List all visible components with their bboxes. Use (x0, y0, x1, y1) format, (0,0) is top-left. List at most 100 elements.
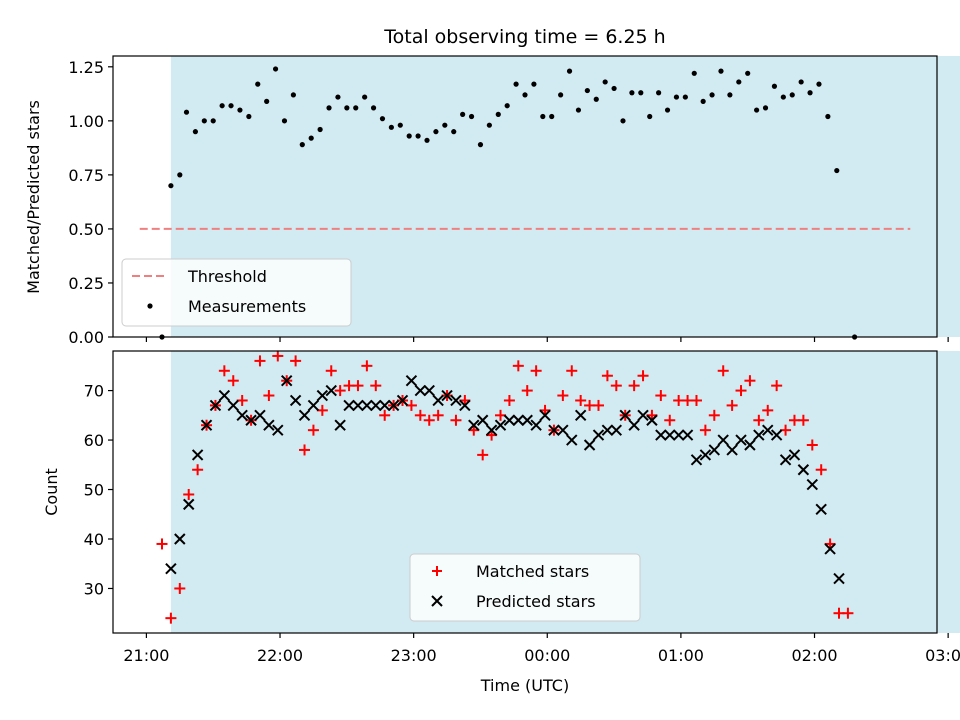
matched-star-point (227, 375, 239, 387)
x-axis-label: Time (UTC) (480, 676, 569, 695)
y-tick-label: 0.75 (68, 166, 104, 185)
measurement-point (308, 135, 314, 141)
predicted-star-point (450, 394, 462, 407)
measurement-point (317, 126, 323, 133)
y-axis-label-bottom: Count (42, 468, 61, 516)
predicted-star-point (370, 399, 382, 412)
predicted-star-point (432, 394, 444, 407)
measurement-point (602, 79, 608, 85)
predicted-star-point (824, 543, 836, 555)
predicted-star-point (717, 434, 729, 446)
x-tick-label: 03:00 (925, 646, 960, 665)
y-tick-label: 0.50 (68, 220, 104, 239)
predicted-star-point (423, 384, 435, 397)
measurement-point (736, 79, 742, 85)
predicted-star-point (298, 409, 311, 422)
measurement-point (442, 122, 448, 128)
legend-measurement-swatch (147, 303, 153, 309)
predicted-star-point (574, 409, 587, 422)
predicted-star-point (378, 399, 391, 412)
measurement-point (415, 133, 421, 139)
measurement-point (762, 105, 769, 111)
bottom-panel: 30 40 50 60 70 21:00 22:00 23:00 00:00 01:00 02:00… (84, 350, 960, 665)
predicted-star-point (441, 389, 453, 402)
y-tick-label: 60 (84, 431, 104, 450)
legend-label: Predicted stars (476, 592, 596, 611)
matched-star-point (272, 350, 284, 362)
matched-star-point (183, 488, 195, 500)
predicted-star-point (539, 409, 551, 422)
measurement-point (834, 167, 840, 174)
matched-star-point (361, 360, 373, 372)
matched-star-point (806, 439, 818, 451)
predicted-star-point (263, 419, 275, 431)
measurement-point (362, 94, 368, 100)
measurement-point (201, 118, 207, 124)
predicted-star-point (289, 394, 302, 407)
measurement-point (192, 129, 198, 135)
predicted-star-point (770, 429, 783, 441)
y-tick-label: 1.25 (68, 58, 104, 77)
predicted-star-point (788, 449, 801, 461)
matched-star-point (771, 380, 783, 392)
predicted-star-point (174, 533, 186, 545)
predicted-star-point (619, 409, 631, 422)
predicted-star-point (245, 414, 257, 426)
predicted-star-point (387, 399, 400, 412)
measurement-point (798, 79, 804, 85)
measurement-point (673, 94, 680, 100)
y-tick-label: 0.25 (68, 274, 104, 293)
measurement-point (177, 172, 183, 178)
measurement-point (566, 68, 573, 74)
matched-star-point (512, 360, 524, 372)
predicted-star-point (601, 424, 614, 436)
predicted-star-point (583, 439, 596, 451)
chart-title: Total observing time = 6.25 h (383, 26, 665, 48)
x-tick-label: 22:00 (257, 646, 303, 665)
bottom-frame (112, 350, 938, 634)
measurement-point (388, 124, 394, 130)
measurement-point (433, 129, 439, 135)
measurement-point (700, 98, 706, 104)
measurement-point (468, 113, 475, 120)
predicted-star-point (218, 389, 231, 402)
predicted-star-point (236, 409, 248, 422)
predicted-star-point (833, 572, 845, 585)
matched-star-point (753, 414, 765, 426)
predicted-star-point (726, 444, 738, 456)
predicted-star-point (690, 454, 703, 466)
matched-star-point (655, 390, 667, 402)
measurement-point (807, 90, 813, 96)
matched-star-point (664, 414, 676, 426)
measurement-point (656, 90, 662, 96)
predicted-star-point (815, 503, 827, 516)
measurement-point (477, 142, 484, 148)
matched-star-point (842, 607, 854, 619)
predicted-star-point (779, 454, 792, 466)
predicted-star-point (459, 399, 471, 412)
measurement-point (451, 129, 457, 135)
predicted-star-point (548, 424, 560, 436)
matched-star-point (352, 380, 364, 392)
matched-star-point (405, 399, 417, 411)
predicted-star-point (361, 399, 373, 412)
matched-star-point (299, 444, 311, 456)
matched-star-point (503, 394, 515, 406)
predicted-star-point (646, 414, 658, 426)
predicted-star-point (485, 424, 498, 436)
matched-star-point (744, 375, 756, 387)
predicted-star-point (405, 374, 418, 387)
bottom-legend: Matched stars Predicted stars (409, 553, 641, 622)
predicted-star-point (476, 414, 489, 426)
measurement-point (183, 109, 190, 115)
predicted-star-point (494, 419, 507, 431)
matched-star-point (780, 424, 792, 436)
bottom-legend-box (409, 553, 641, 622)
matched-star-point (432, 409, 444, 421)
measurement-point (718, 68, 724, 74)
measurement-point (219, 103, 225, 109)
matched-star-point (699, 424, 711, 436)
predicted-star-point (200, 419, 213, 431)
measurement-point (504, 103, 510, 109)
predicted-star-point (610, 424, 623, 436)
